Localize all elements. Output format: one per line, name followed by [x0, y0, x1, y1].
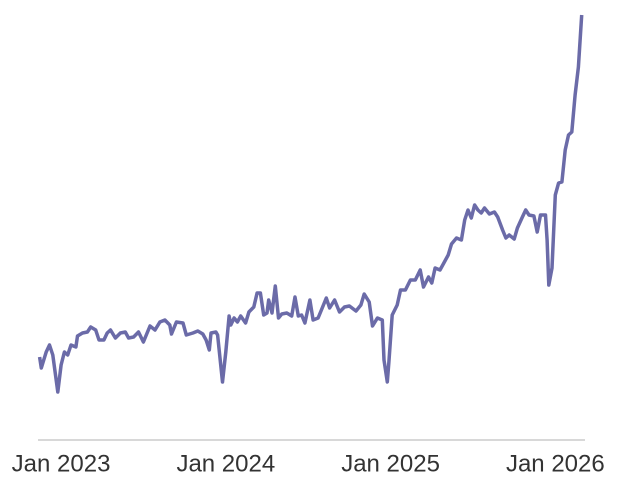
x-tick-label: Jan 2023: [12, 450, 111, 477]
x-tick-label: Jan 2024: [176, 450, 275, 477]
line: [37, 14, 584, 394]
x-tick-label: Jan 2026: [506, 450, 605, 477]
x-tick-label: Jan 2025: [341, 450, 440, 477]
